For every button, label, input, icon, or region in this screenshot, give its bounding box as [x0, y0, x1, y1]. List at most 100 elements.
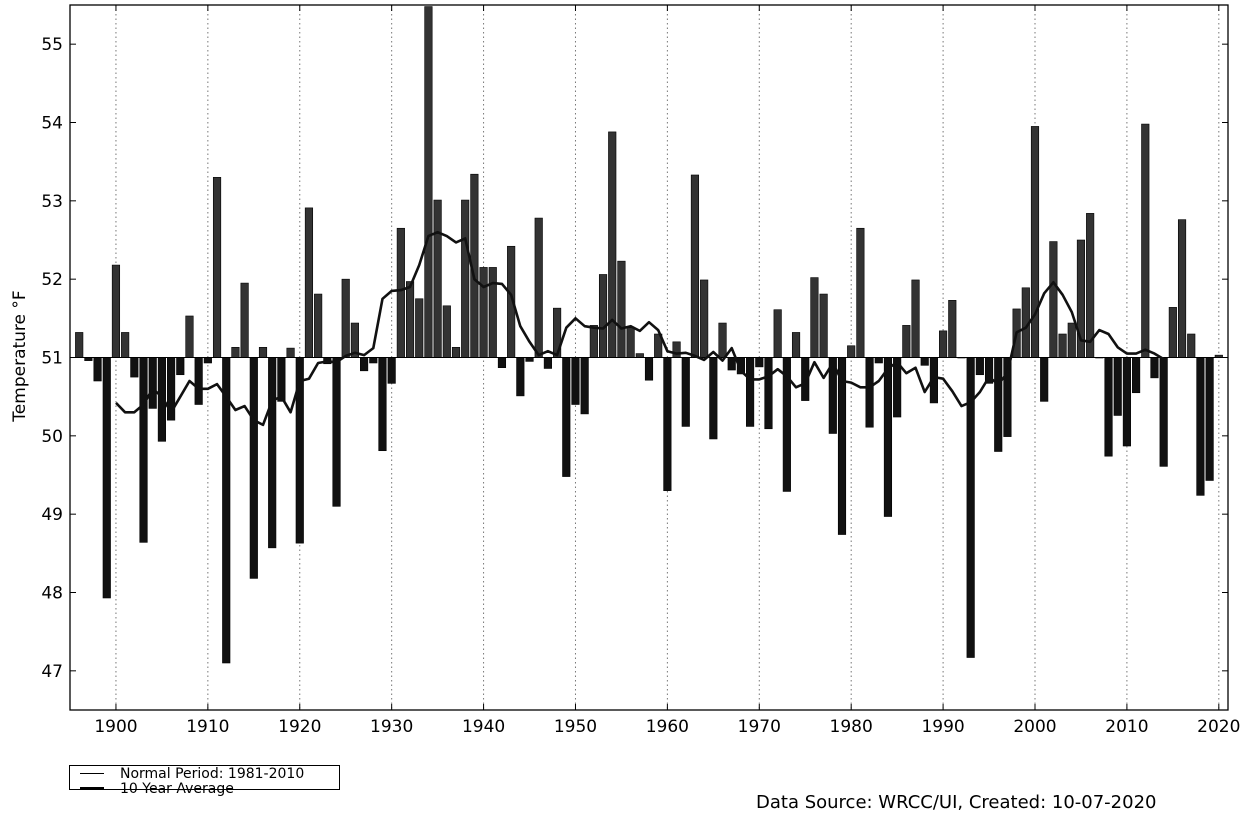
legend-thick-line-swatch [80, 787, 104, 790]
legend-entry-ten-year-average: 10 Year Average [70, 780, 339, 797]
y-tick-label-50: 50 [41, 427, 63, 447]
bar-1912 [222, 357, 231, 664]
y-tick-label-48: 48 [41, 584, 63, 604]
bar-1990 [939, 330, 948, 358]
bar-1966 [718, 322, 727, 358]
bar-1902 [130, 357, 139, 378]
bar-1908 [185, 315, 194, 358]
temperature-chart: 1900 1910 1920 1930 1940 1950 1960 1970 1980 1990… [10, 4, 1240, 737]
bar-2017 [1187, 333, 1196, 358]
bar-1953 [598, 274, 608, 358]
bar-1958 [644, 357, 654, 381]
bar-1914 [240, 282, 249, 358]
bar-1941 [488, 267, 497, 358]
bar-1981 [856, 227, 865, 358]
bar-2011 [1132, 357, 1141, 394]
bar-1910 [203, 357, 212, 364]
bar-1934 [424, 6, 433, 358]
bar-1911 [212, 177, 222, 358]
bar-1944 [516, 357, 525, 397]
bar-1909 [194, 357, 203, 405]
x-tick-label-1950: 1950 [554, 717, 597, 737]
data-source-note: Data Source: WRCC/UI, Created: 10-07-202… [756, 792, 1157, 813]
bar-1971 [764, 357, 773, 430]
bar-1987 [911, 279, 920, 358]
bar-1907 [176, 357, 185, 376]
bar-1924 [332, 357, 341, 507]
bar-1936 [442, 305, 451, 358]
bar-2001 [1040, 357, 1049, 402]
bar-1950 [571, 357, 580, 405]
bar-1929 [378, 357, 387, 452]
bar-2014 [1159, 357, 1168, 467]
bar-1994 [975, 357, 984, 376]
legend-label-ten-year-average: 10 Year Average [120, 780, 234, 797]
bar-1988 [920, 357, 929, 366]
bar-1937 [451, 347, 461, 358]
bar-1962 [681, 357, 690, 427]
bar-2016 [1177, 219, 1187, 358]
bar-1961 [672, 341, 681, 358]
x-tick-label-2000: 2000 [1013, 717, 1056, 737]
x-tick-label-2020: 2020 [1197, 717, 1240, 737]
bar-1974 [791, 332, 801, 358]
y-tick-labels: 47 48 49 50 51 52 53 54 55 [41, 35, 63, 682]
bar-1918 [277, 357, 286, 402]
bar-1925 [341, 278, 350, 358]
bar-2018 [1196, 357, 1205, 496]
bar-2012 [1141, 123, 1150, 358]
bar-1896 [75, 332, 84, 358]
bar-1976 [810, 277, 819, 358]
bar-1919 [286, 347, 295, 358]
bar-1952 [589, 325, 598, 358]
bar-1938 [461, 199, 470, 358]
bar-1963 [690, 174, 700, 358]
bar-1931 [396, 227, 405, 358]
bar-2015 [1168, 307, 1177, 358]
bar-2019 [1205, 357, 1214, 481]
bar-1957 [635, 353, 644, 358]
bar-1930 [387, 357, 396, 384]
bar-1946 [534, 217, 543, 358]
bar-1903 [139, 357, 148, 543]
bar-1986 [902, 325, 911, 358]
bar-1945 [525, 357, 534, 362]
bar-1900 [111, 264, 121, 358]
bar-2003 [1058, 333, 1067, 358]
legend-entry-normal-period: Normal Period: 1981-2010 [70, 767, 339, 781]
y-tick-label-47: 47 [41, 662, 63, 682]
bar-1960 [663, 357, 672, 491]
bar-2000 [1030, 126, 1040, 358]
bar-1972 [773, 309, 782, 358]
x-tick-label-1940: 1940 [462, 717, 505, 737]
legend: Normal Period: 1981-2010 10 Year Average [69, 765, 340, 796]
bar-2006 [1086, 213, 1095, 358]
bar-1935 [433, 199, 442, 358]
bar-1996 [994, 357, 1003, 452]
grid-lines [115, 5, 1220, 710]
x-tick-label-1990: 1990 [921, 717, 964, 737]
bar-1970 [755, 357, 764, 368]
bar-2010 [1122, 357, 1131, 447]
bar-1977 [819, 293, 828, 358]
legend-thin-line-swatch [80, 773, 104, 774]
x-tick-label-2010: 2010 [1105, 717, 1148, 737]
bar-1933 [415, 298, 424, 358]
axis-ticks [70, 5, 1228, 710]
x-tick-label-1970: 1970 [738, 717, 781, 737]
bar-1955 [617, 260, 626, 358]
bar-1991 [948, 300, 957, 358]
x-tick-label-1980: 1980 [830, 717, 873, 737]
y-tick-label-54: 54 [41, 114, 63, 134]
bar-1964 [700, 279, 709, 358]
x-tick-label-1900: 1900 [94, 717, 137, 737]
bar-2013 [1150, 357, 1159, 379]
bar-1949 [562, 357, 571, 477]
bar-1898 [93, 357, 102, 382]
bar-1942 [497, 357, 507, 368]
x-tick-labels: 1900 1910 1920 1930 1940 1950 1960 1970 1980 1990… [94, 717, 1240, 737]
bar-1913 [231, 347, 240, 358]
y-tick-label-53: 53 [41, 192, 63, 212]
x-tick-label-1930: 1930 [370, 717, 413, 737]
y-tick-label-55: 55 [41, 35, 63, 55]
